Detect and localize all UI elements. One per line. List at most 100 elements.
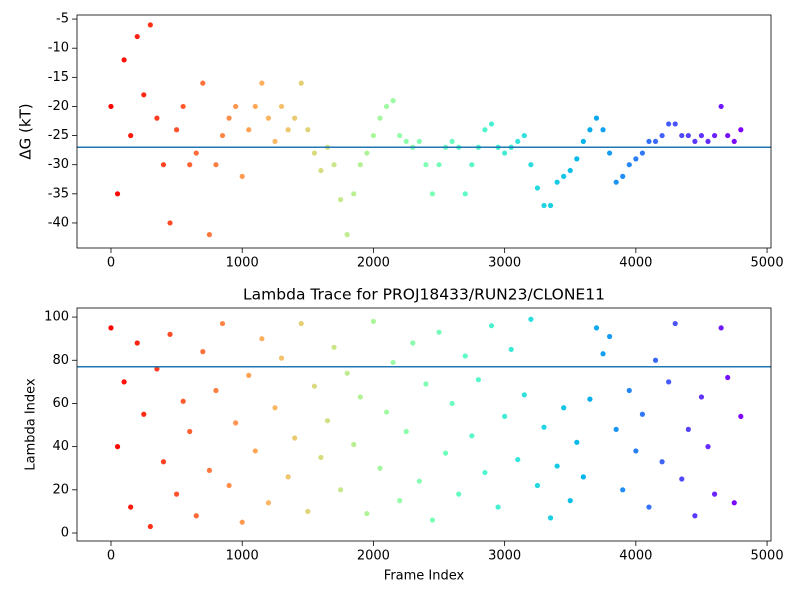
point (521, 392, 527, 398)
point (429, 191, 436, 197)
point (593, 325, 600, 331)
point (626, 387, 632, 394)
point (108, 325, 114, 331)
point (679, 132, 685, 139)
point (134, 340, 140, 346)
y-tick-label: -20 (48, 99, 69, 114)
point (128, 504, 134, 510)
point (626, 162, 632, 168)
y-tick-label: -15 (48, 70, 69, 85)
point (292, 435, 298, 441)
point (160, 162, 167, 168)
y-tick-label: -25 (48, 128, 69, 143)
point (541, 202, 547, 209)
point (423, 381, 429, 387)
point (449, 138, 455, 145)
point (390, 359, 396, 366)
point (515, 138, 521, 145)
y-tick-label: -10 (48, 41, 69, 56)
point (528, 162, 534, 168)
point (265, 500, 272, 506)
point (370, 318, 377, 324)
point (652, 357, 659, 363)
point (534, 482, 541, 489)
point (633, 448, 639, 454)
y-tick-label: 40 (52, 439, 69, 454)
point (272, 138, 278, 145)
point (383, 409, 390, 415)
point (147, 22, 153, 28)
point (239, 173, 245, 179)
point (200, 80, 206, 86)
point (298, 80, 304, 86)
y-tick-label: -35 (48, 186, 69, 201)
point (600, 127, 606, 133)
point (672, 320, 678, 327)
point (403, 138, 409, 145)
point (567, 498, 573, 504)
x-tick-label: 5000 (751, 549, 784, 564)
point (226, 482, 232, 489)
point (534, 185, 541, 191)
point (200, 349, 206, 355)
point (338, 487, 344, 493)
point (587, 127, 593, 133)
point (134, 33, 140, 40)
point (187, 162, 193, 168)
x-tick-label: 0 (107, 256, 115, 271)
point (160, 459, 167, 465)
point (607, 333, 613, 340)
point (141, 92, 147, 98)
point (285, 127, 291, 133)
y-tick-label: -30 (48, 157, 69, 172)
point (397, 132, 403, 139)
point (219, 132, 226, 139)
point (659, 459, 665, 465)
point (488, 121, 495, 127)
point (167, 220, 173, 226)
point (121, 57, 127, 63)
point (187, 428, 193, 435)
x-tick-label: 5000 (751, 256, 784, 271)
point (593, 115, 600, 121)
point (265, 115, 272, 121)
point (383, 103, 390, 110)
point (252, 448, 258, 454)
point (324, 418, 331, 424)
point (711, 491, 718, 497)
x-tick-label: 2000 (357, 256, 390, 271)
point (108, 103, 114, 110)
point (698, 132, 705, 139)
point (259, 80, 265, 86)
x-axis-label: Frame Index (384, 569, 465, 584)
point (554, 463, 560, 469)
point (639, 150, 646, 156)
point (449, 400, 455, 407)
point (469, 433, 475, 439)
point (620, 487, 626, 493)
point (239, 519, 245, 525)
point (705, 444, 711, 450)
point (193, 150, 199, 156)
point (672, 121, 678, 127)
point (219, 320, 226, 327)
point (495, 504, 501, 510)
point (698, 394, 705, 400)
axes-frame (76, 14, 772, 249)
point (246, 127, 252, 133)
point (580, 138, 586, 145)
point (659, 132, 665, 139)
point (521, 132, 527, 139)
x-tick-label: 1000 (226, 549, 259, 564)
point (173, 127, 180, 133)
point (679, 476, 685, 482)
point (456, 491, 462, 497)
point (725, 132, 731, 139)
point (508, 346, 514, 353)
point (738, 127, 744, 133)
point (180, 103, 186, 110)
point (292, 115, 298, 121)
point (331, 344, 337, 350)
point (482, 469, 488, 476)
